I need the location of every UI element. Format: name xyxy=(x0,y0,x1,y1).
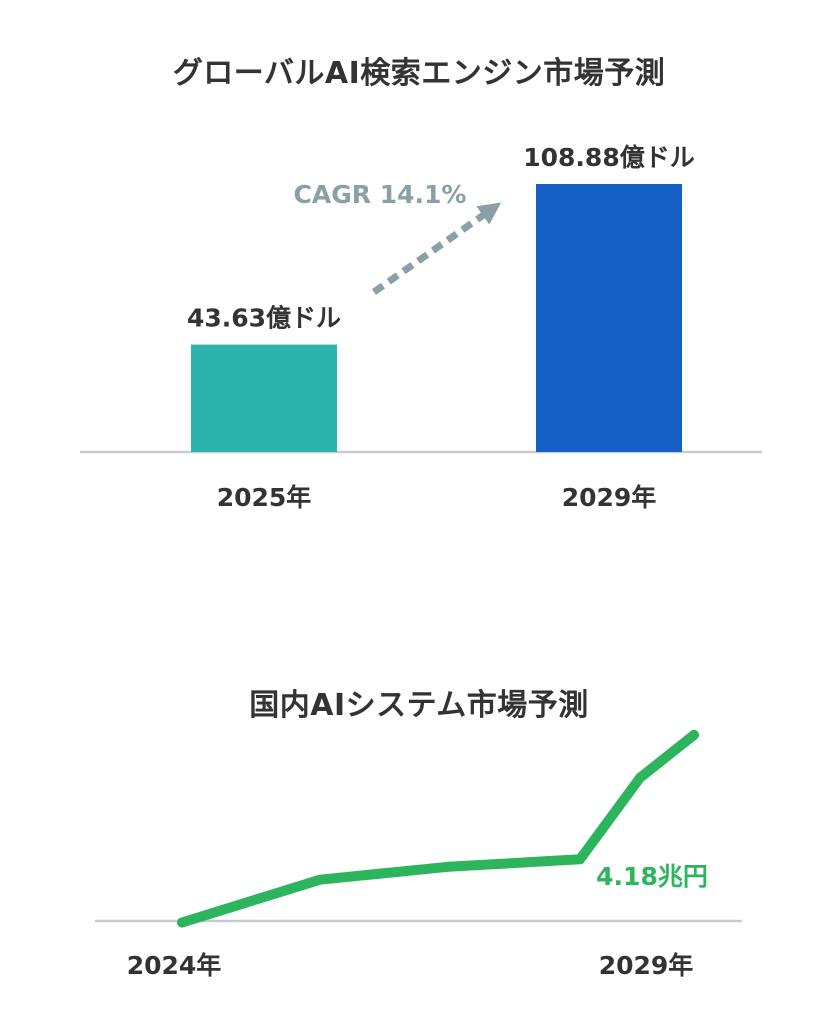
data-point-0 xyxy=(177,917,187,928)
cagr-arrow xyxy=(371,202,502,295)
x-tick-label-1: 2029年 xyxy=(562,483,657,512)
cagr-annotation: CAGR 14.1% xyxy=(294,180,467,209)
data-point-4 xyxy=(635,772,645,783)
chart-title-domestic-ai-system: 国内AIシステム市場予測 xyxy=(249,688,589,723)
end-value-label: 4.18兆円 xyxy=(596,862,708,891)
x-tick-label-end: 2029年 xyxy=(599,951,694,980)
bar-value-label-0: 43.63億ドル xyxy=(187,304,341,333)
data-point-3 xyxy=(575,854,585,865)
bar-0 xyxy=(191,344,337,452)
data-point-1 xyxy=(315,874,325,885)
x-tick-label-0: 2025年 xyxy=(217,483,312,512)
x-tick-label-start: 2024年 xyxy=(127,951,222,980)
data-point-2 xyxy=(443,861,453,872)
bar-value-label-1: 108.88億ドル xyxy=(523,143,694,172)
bar-1 xyxy=(536,184,682,452)
chart-title-global-ai-search: グローバルAI検索エンジン市場予測 xyxy=(172,56,666,91)
data-point-5 xyxy=(689,729,699,740)
series-line xyxy=(177,729,699,928)
